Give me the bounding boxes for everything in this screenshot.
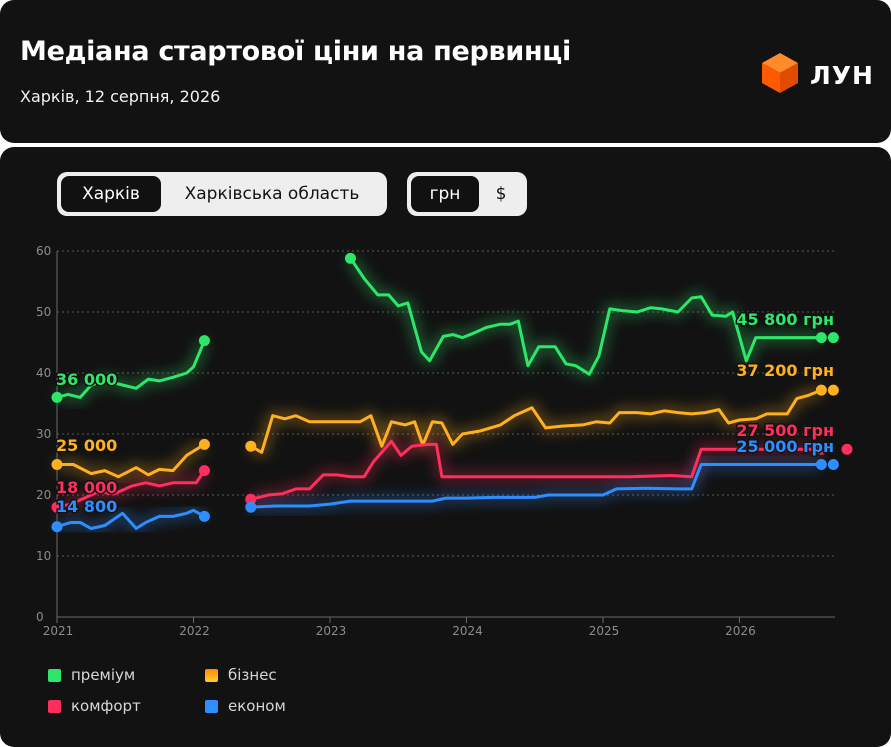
legend-swatch-econom [205,699,218,713]
legend-swatch-premium [48,668,61,682]
series-dot-business [815,384,827,396]
x-tick-label: 2025 [589,624,620,638]
legend-label-comfort: комфорт [71,697,141,715]
legend-label-business: бізнес [228,666,277,684]
series-dot-comfort [815,443,827,455]
series-line-premium [55,339,206,399]
series-dot-econom [815,459,827,470]
series-line-comfort [249,439,823,501]
chart-axes: 0 10 20 30 40 50 60 2021 2022 2023 2024 2025 2026 [36,244,835,638]
end-value-label-econom: 25 000 грн [736,437,834,456]
region-option-city[interactable]: Харків [61,176,161,212]
series-dot-econom [245,501,257,513]
start-value-label-business: 25 000 [56,436,117,455]
cube-logo-icon [760,51,800,99]
x-tick-label: 2023 [316,624,347,638]
chart-lines [51,252,853,533]
y-tick-label: 10 [36,549,51,563]
series-line-econom [249,463,823,509]
legend-label-premium: преміум [71,666,136,684]
y-tick-label: 60 [36,244,51,258]
series-dot-business [198,438,210,450]
start-value-label-comfort: 18 000 [56,478,117,497]
start-value-label-premium: 36 000 [56,370,117,389]
series-line-business [55,442,206,479]
chart-grid [57,250,835,557]
series-dot-premium [815,332,827,344]
series-dot-premium [51,391,63,403]
region-option-oblast[interactable]: Харківська область [184,184,360,204]
chart-glow [55,256,823,533]
y-tick-label: 0 [36,610,44,624]
legend-label-econom: економ [228,697,286,715]
series-dot-comfort [245,493,257,505]
x-tick-label: 2026 [725,624,756,638]
series-dot-premium [344,252,356,264]
series-dot-comfort [198,465,210,477]
series-dot-comfort [51,501,63,513]
legend-swatch-business [205,668,218,682]
series-dot-econom [51,521,63,533]
x-tick-label: 2022 [179,624,210,638]
series-end-dot-comfort [841,443,853,455]
y-tick-label: 20 [36,488,51,502]
brand-logo[interactable]: ЛУН [760,51,874,99]
end-value-label-business: 37 200 грн [736,361,834,380]
series-dot-premium [198,335,210,347]
legend-item-econom[interactable]: економ [205,697,286,715]
legend-item-premium[interactable]: преміум [48,666,135,684]
series-line-comfort [55,469,206,509]
page-title: Медіана стартової ціни на первинці [20,36,571,67]
end-value-label-comfort: 27 500 грн [736,421,834,440]
currency-option-uah[interactable]: грн [411,176,479,212]
series-end-dot-premium [827,332,839,344]
y-tick-label: 40 [36,366,51,380]
series-end-dot-econom [827,459,839,470]
y-tick-label: 50 [36,305,51,319]
brand-name: ЛУН [810,60,874,90]
series-line-econom [55,508,206,530]
start-value-label-econom: 14 800 [56,497,117,516]
end-value-label-premium: 45 800 грн [736,310,834,329]
chart-labels: 36 000 45 800 грн 25 000 37 200 грн 18 000 27… [55,309,836,518]
y-tick-label: 30 [36,427,51,441]
series-line-premium [349,256,823,376]
currency-option-usd[interactable]: $ [495,184,507,204]
legend-swatch-comfort [48,699,61,713]
legend-item-comfort[interactable]: комфорт [48,697,141,715]
series-dot-business [245,440,257,452]
x-tick-label: 2021 [43,624,74,638]
x-tick-label: 2024 [452,624,483,638]
series-line-business [249,388,823,454]
region-switch: Харків Харківська область [57,172,387,216]
series-dot-econom [198,510,210,522]
header-card: Медіана стартової ціни на первинці Харкі… [0,0,891,143]
series-end-dot-business [827,384,839,396]
currency-switch: грн $ [407,172,527,216]
legend-item-business[interactable]: бізнес [205,666,277,684]
page-subtitle: Харків, 12 серпня, 2026 [20,87,221,106]
series-dot-business [51,459,63,470]
